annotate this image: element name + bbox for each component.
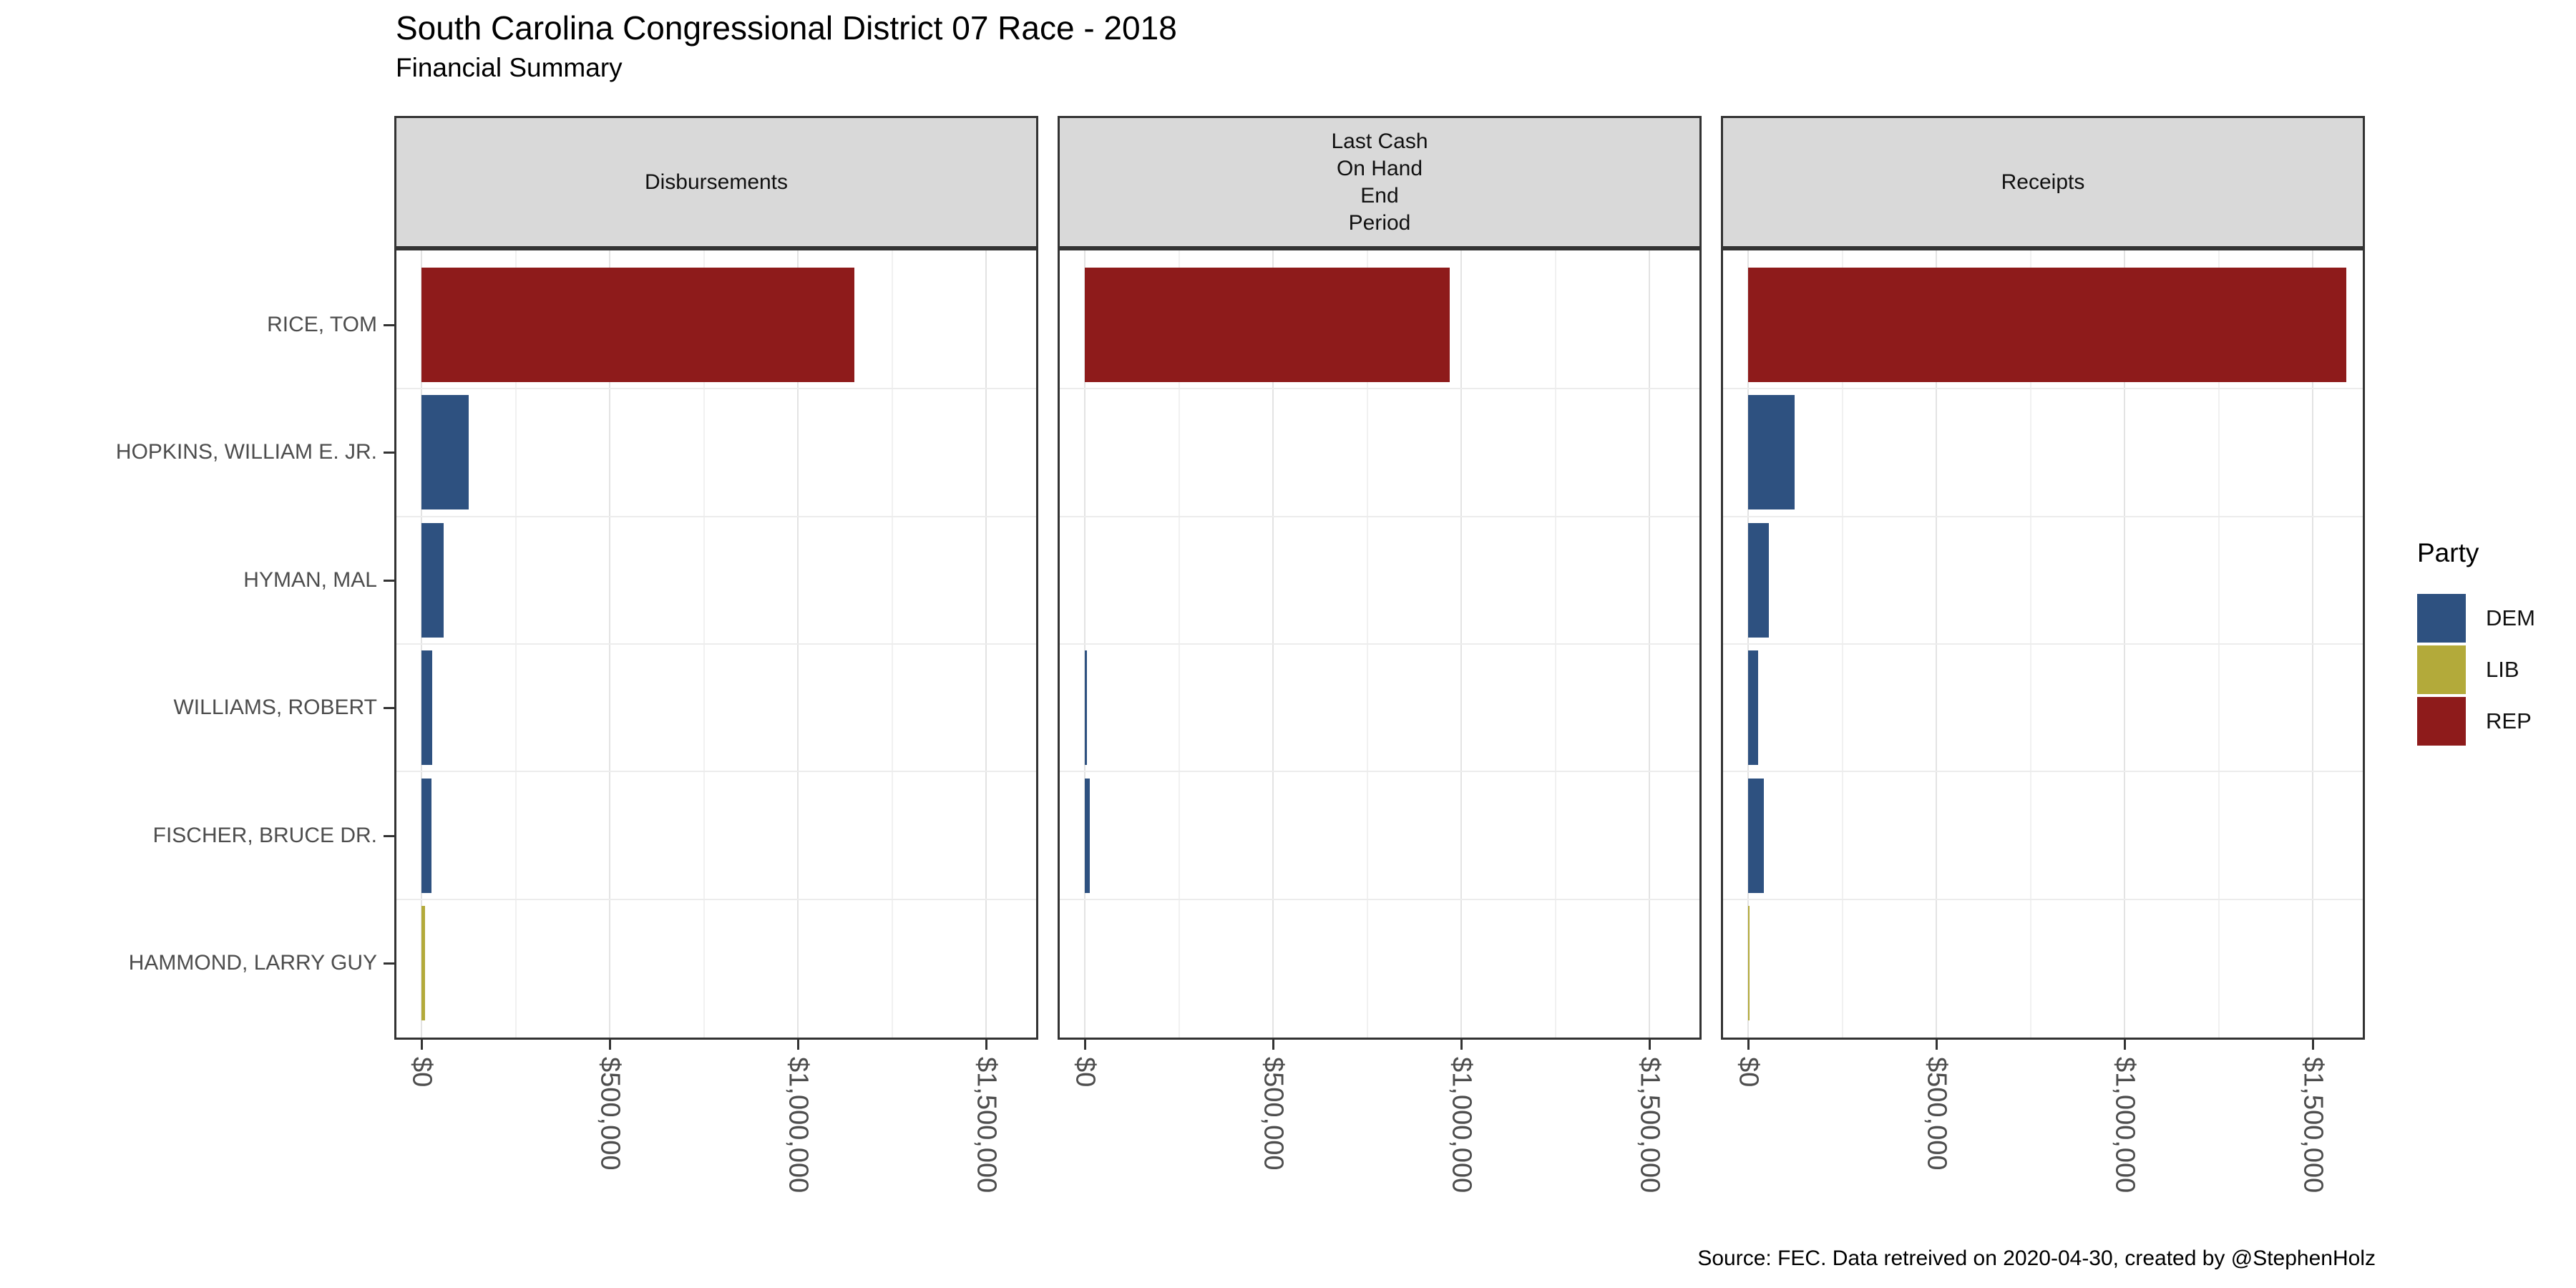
legend-swatch [2417,697,2466,746]
gridline [1721,388,2365,390]
x-axis-tick [421,1039,423,1050]
legend-label: REP [2486,708,2532,733]
facet-panel [1058,248,1702,1040]
facet-strip-label: End [1360,183,1399,208]
gridline [394,771,1038,773]
x-tick-label: $1,500,000 [1634,1057,1665,1194]
bar [1748,905,1750,1020]
legend-title: Party [2417,538,2479,567]
legend-swatch [2417,594,2466,643]
x-axis-tick [1084,1039,1086,1050]
facet-strip: Last Cash On Hand End Period [1058,116,1702,248]
bar [421,778,431,893]
facet-strip-label: Receipts [2001,170,2085,194]
x-axis-tick [797,1039,799,1050]
y-axis-tick [384,452,394,454]
gridline [394,643,1038,645]
bar [1748,650,1758,766]
bar [421,395,469,510]
y-axis-label: HYMAN, MAL [243,567,377,592]
y-axis-tick [384,962,394,965]
y-axis-label: WILLIAMS, ROBERT [173,696,377,720]
y-axis-label: HAMMOND, LARRY GUY [128,950,377,975]
x-axis-tick [609,1039,611,1050]
x-axis-tick [1936,1039,1938,1050]
facet-strip-label: On Hand [1336,156,1423,180]
legend-label: DEM [2486,605,2535,630]
facet-panel [394,248,1038,1040]
x-tick-label: $500,000 [595,1057,625,1171]
y-axis-tick [384,834,394,837]
legend-swatch [2417,645,2466,694]
x-axis-tick [2124,1039,2126,1050]
chart-subtitle: Financial Summary [396,53,623,82]
legend-label: LIB [2486,657,2519,682]
gridline [1058,898,1702,900]
gridline [1721,771,2365,773]
y-axis-label: RICE, TOM [267,313,377,337]
bar [421,522,444,638]
gridline [1058,515,1702,517]
y-axis-tick [384,579,394,582]
facet-strip-label: Disbursements [644,170,789,194]
facet-strip: Disbursements [394,116,1038,248]
facet-strip-label: Period [1348,210,1411,235]
gridline [1721,515,2365,517]
x-tick-label: $0 [406,1057,437,1088]
facet-strip: Receipts [1721,116,2365,248]
gridline [394,388,1038,390]
facet-panel [1721,248,2365,1040]
y-axis-tick [384,324,394,327]
gridline [1058,388,1702,390]
bar [1085,650,1087,766]
x-axis-tick [1649,1039,1651,1050]
gridline [394,898,1038,900]
y-axis-tick [384,707,394,710]
gridline [1721,643,2365,645]
chart-title: South Carolina Congressional District 07… [396,9,1177,47]
bar [421,905,425,1020]
x-tick-label: $1,000,000 [2109,1057,2140,1194]
x-axis-tick [985,1039,987,1050]
x-tick-label: $0 [1070,1057,1101,1088]
y-axis-label: FISCHER, BRUCE DR. [152,823,377,847]
source-caption: Source: FEC. Data retreived on 2020-04-3… [1697,1246,2376,1270]
gridline [394,515,1038,517]
bar [1085,268,1450,383]
gridline [1058,771,1702,773]
x-tick-label: $0 [1733,1057,1764,1088]
x-tick-label: $500,000 [1258,1057,1289,1171]
bar [1748,395,1795,510]
y-axis-label: HOPKINS, WILLIAM E. JR. [115,440,377,464]
gridline [1058,643,1702,645]
x-axis-tick [1747,1039,1750,1050]
facet-strip-label: Last Cash [1331,129,1428,153]
x-tick-label: $1,000,000 [1446,1057,1477,1194]
bar [1085,778,1090,893]
bar [1748,522,1769,638]
x-axis-tick [1460,1039,1463,1050]
x-tick-label: $500,000 [1921,1057,1952,1171]
x-tick-label: $1,000,000 [783,1057,814,1194]
bar [421,650,432,766]
x-axis-tick [1272,1039,1274,1050]
bar [421,268,854,383]
bar [1748,268,2346,383]
x-tick-label: $1,500,000 [971,1057,1002,1194]
gridline [1721,898,2365,900]
x-axis-tick [2312,1039,2314,1050]
x-tick-label: $1,500,000 [2298,1057,2328,1194]
bar [1748,778,1764,893]
